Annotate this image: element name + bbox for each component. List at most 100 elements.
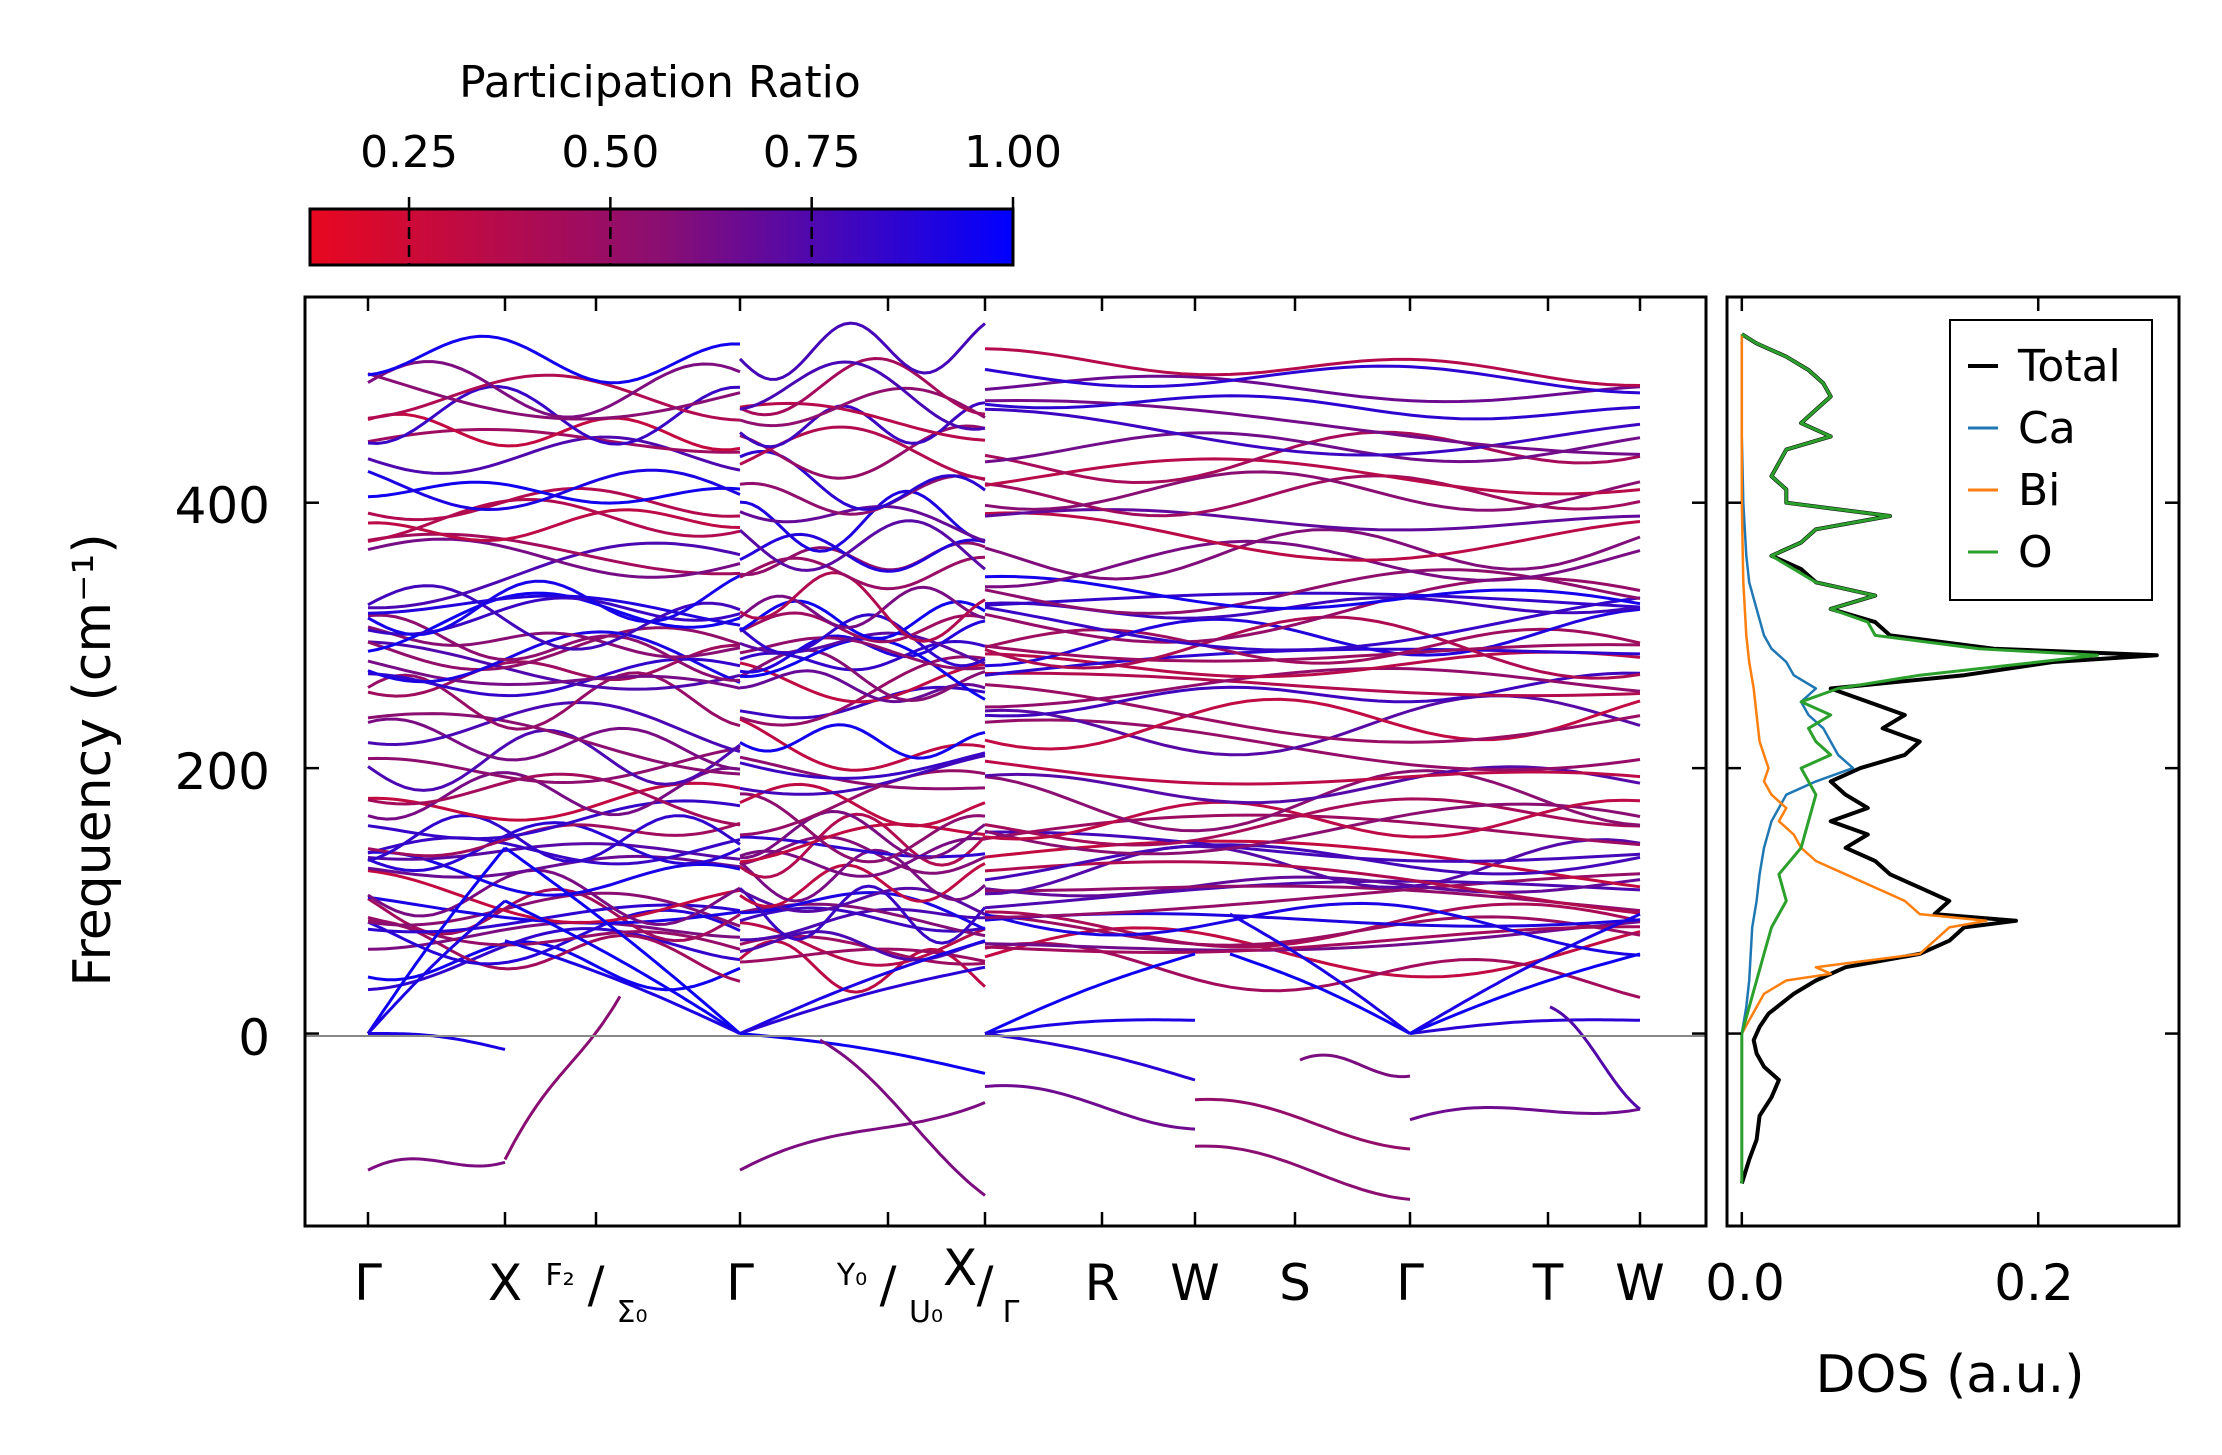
band-line-140 <box>984 718 1641 772</box>
band-line-32 <box>367 659 741 690</box>
band-line-164 <box>984 470 1641 512</box>
q-label-y0-u0: Y₀ / U₀ <box>836 1256 943 1330</box>
acoustic-branch-4 <box>504 899 741 1035</box>
band-line-120 <box>984 902 1641 949</box>
band-line-56 <box>367 372 741 421</box>
band-line-55 <box>367 360 741 419</box>
band-line-126 <box>984 875 1641 898</box>
y-tick-label-400: 400 <box>175 477 270 535</box>
band-line-158 <box>984 574 1641 610</box>
band-line-67 <box>739 884 987 945</box>
band-line-107 <box>739 450 986 511</box>
band-line-42 <box>367 541 741 610</box>
acoustic-branch-3 <box>504 846 741 1035</box>
band-line-80 <box>739 754 986 796</box>
imaginary-branch-7 <box>1299 1053 1411 1079</box>
band-line-22 <box>367 772 741 827</box>
band-line-59 <box>739 934 986 966</box>
acoustic-branch-9 <box>984 952 1196 1035</box>
band-line-68 <box>739 886 986 916</box>
colorbar-tick-label-3: 1.00 <box>964 127 1062 178</box>
acoustic-branch-1 <box>366 899 506 1035</box>
band-line-30 <box>367 657 741 698</box>
band-line-15 <box>367 836 741 866</box>
band-line-131 <box>984 843 1641 882</box>
band-line-136 <box>984 798 1641 841</box>
band-line-103 <box>738 519 986 572</box>
band-line-45 <box>367 508 741 543</box>
band-line-160 <box>984 528 1641 581</box>
band-line-4 <box>367 908 741 966</box>
q-label-sigma0: Σ₀ <box>617 1295 648 1330</box>
band-line-125 <box>984 879 1641 910</box>
band-line-62 <box>739 907 985 942</box>
band-line-57 <box>367 334 740 385</box>
band-line-159 <box>985 539 1641 589</box>
band-line-108 <box>739 424 986 480</box>
band-line-84 <box>739 723 986 760</box>
colorbar-tick-label-0: 0.25 <box>360 127 458 178</box>
acoustic-branch-15 <box>1409 1018 1641 1036</box>
imaginary-branch-9 <box>1549 1005 1641 1111</box>
acoustic-branch-10 <box>984 1018 1196 1036</box>
colorbar-tick-label-1: 0.50 <box>561 127 659 178</box>
q-label-u0: U₀ <box>909 1295 943 1330</box>
band-line-19 <box>367 814 741 864</box>
band-line-69 <box>739 862 986 908</box>
q-label-gamma-3: Γ <box>1396 1254 1424 1312</box>
q-label-y0: Y₀ <box>836 1258 867 1293</box>
band-line-76 <box>739 792 986 864</box>
band-line-100 <box>739 555 986 591</box>
band-line-119 <box>984 925 1640 955</box>
band-line-141 <box>984 694 1641 757</box>
band-line-16 <box>367 821 741 873</box>
imaginary-branch-6 <box>1194 1144 1411 1201</box>
acoustic-branch-16 <box>1409 952 1641 1035</box>
band-line-77 <box>739 809 986 860</box>
colorbar-tick-label-2: 0.75 <box>763 127 861 178</box>
dos-series-bi <box>1740 334 1988 1184</box>
dos-x-tick-label-02: 0.2 <box>1994 1254 2074 1312</box>
band-line-127 <box>985 884 1641 913</box>
band-line-64 <box>739 906 986 933</box>
band-line-24 <box>367 728 741 792</box>
y-axis-label: Frequency (cm⁻¹) <box>63 533 123 986</box>
band-line-144 <box>984 671 1641 718</box>
band-line-25 <box>367 717 741 771</box>
band-line-53 <box>367 384 741 446</box>
acoustic-branch-13 <box>1229 912 1411 1035</box>
imaginary-branch-8 <box>1409 1106 1641 1122</box>
legend-label-o: O <box>2018 527 2053 578</box>
acoustic-branch-0 <box>366 846 507 1035</box>
band-line-113 <box>739 356 986 417</box>
band-line-26 <box>367 712 741 776</box>
dos-plot-frame <box>1725 295 2181 1228</box>
dos-legend: Total Ca Bi O <box>1949 319 2153 601</box>
q-label-x: X <box>488 1254 522 1312</box>
q-label-f2-sigma0: F₂ / Σ₀ <box>545 1256 647 1330</box>
colorbar-tick-labels: 0.25 0.50 0.75 1.00 <box>360 127 1062 178</box>
band-line-168 <box>984 407 1641 457</box>
band-line-150 <box>984 607 1641 668</box>
band-line-65 <box>739 902 986 938</box>
colorbar-title: Participation Ratio <box>459 57 861 108</box>
band-line-1 <box>367 927 741 992</box>
dos-series-o <box>1740 332 2099 1184</box>
y-tick-label-0: 0 <box>238 1009 270 1067</box>
band-line-154 <box>984 596 1641 652</box>
q-label-x-gamma: X / Γ <box>943 1239 1020 1330</box>
band-line-13 <box>367 850 741 897</box>
acoustic-branch-5 <box>504 939 741 1035</box>
band-line-14 <box>367 842 741 861</box>
q-label-w-1: W <box>1170 1254 1219 1312</box>
y-tick-label-200: 200 <box>175 743 270 801</box>
acoustic-branch-12 <box>1229 952 1411 1035</box>
q-label-w-2: W <box>1615 1254 1664 1312</box>
band-line-128 <box>984 838 1641 896</box>
q-label-f2: F₂ <box>545 1258 574 1293</box>
imaginary-branch-5 <box>1194 1097 1411 1151</box>
band-line-132 <box>984 830 1641 863</box>
band-line-152 <box>984 615 1641 680</box>
band-line-151 <box>984 643 1641 663</box>
band-line-73 <box>739 812 987 879</box>
